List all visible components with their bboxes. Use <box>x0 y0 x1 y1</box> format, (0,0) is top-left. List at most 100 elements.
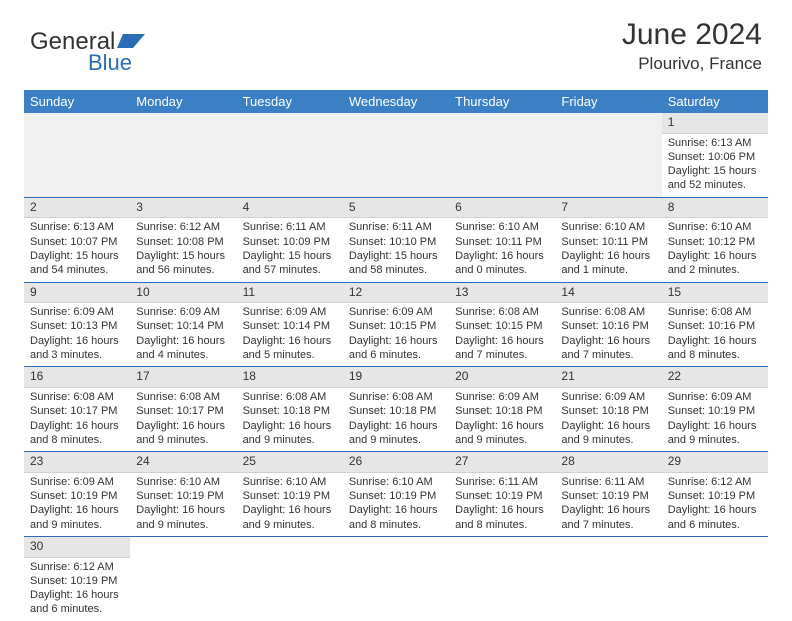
daylight-line: Daylight: 16 hours and 8 minutes. <box>30 419 124 448</box>
day-content: Sunrise: 6:11 AMSunset: 10:19 PMDaylight… <box>555 473 661 536</box>
day-content: Sunrise: 6:10 AMSunset: 10:19 PMDaylight… <box>343 473 449 536</box>
sunset-line: Sunset: 10:13 PM <box>30 319 124 333</box>
sunrise-line: Sunrise: 6:10 AM <box>349 475 443 489</box>
sunset-line: Sunset: 10:19 PM <box>136 489 230 503</box>
daylight-line: Daylight: 15 hours and 52 minutes. <box>668 164 762 193</box>
day-content: Sunrise: 6:09 AMSunset: 10:13 PMDaylight… <box>24 303 130 366</box>
day-content: Sunrise: 6:09 AMSunset: 10:14 PMDaylight… <box>130 303 236 366</box>
sunrise-line: Sunrise: 6:13 AM <box>668 136 762 150</box>
day-number: 12 <box>343 283 449 304</box>
daylight-line: Daylight: 16 hours and 8 minutes. <box>668 334 762 363</box>
daylight-line: Daylight: 15 hours and 56 minutes. <box>136 249 230 278</box>
sunset-line: Sunset: 10:16 PM <box>668 319 762 333</box>
sunrise-line: Sunrise: 6:11 AM <box>349 220 443 234</box>
sunset-line: Sunset: 10:08 PM <box>136 235 230 249</box>
page-header: General Blue June 2024 Plourivo, France <box>0 0 792 84</box>
calendar-head: SundayMondayTuesdayWednesdayThursdayFrid… <box>24 90 768 113</box>
day-number: 16 <box>24 367 130 388</box>
day-content: Sunrise: 6:13 AMSunset: 10:07 PMDaylight… <box>24 218 130 281</box>
weekday-header: Wednesday <box>343 90 449 113</box>
day-number: 14 <box>555 283 661 304</box>
sunset-line: Sunset: 10:18 PM <box>349 404 443 418</box>
sunset-line: Sunset: 10:18 PM <box>243 404 337 418</box>
sunrise-line: Sunrise: 6:08 AM <box>561 305 655 319</box>
calendar-day-cell: 14Sunrise: 6:08 AMSunset: 10:16 PMDaylig… <box>555 282 661 367</box>
day-content: Sunrise: 6:08 AMSunset: 10:17 PMDaylight… <box>130 388 236 451</box>
calendar-day-cell: 3Sunrise: 6:12 AMSunset: 10:08 PMDayligh… <box>130 197 236 282</box>
calendar-table: SundayMondayTuesdayWednesdayThursdayFrid… <box>24 90 768 621</box>
day-number: 26 <box>343 452 449 473</box>
empty-cell <box>237 113 343 197</box>
empty-cell <box>343 113 449 197</box>
sunset-line: Sunset: 10:14 PM <box>243 319 337 333</box>
daylight-line: Daylight: 16 hours and 9 minutes. <box>561 419 655 448</box>
day-content: Sunrise: 6:12 AMSunset: 10:08 PMDaylight… <box>130 218 236 281</box>
day-content: Sunrise: 6:09 AMSunset: 10:14 PMDaylight… <box>237 303 343 366</box>
day-number: 19 <box>343 367 449 388</box>
day-number: 28 <box>555 452 661 473</box>
sunset-line: Sunset: 10:11 PM <box>455 235 549 249</box>
day-number: 6 <box>449 198 555 219</box>
sunset-line: Sunset: 10:19 PM <box>349 489 443 503</box>
sunset-line: Sunset: 10:19 PM <box>30 574 124 588</box>
sunrise-line: Sunrise: 6:09 AM <box>668 390 762 404</box>
sunrise-line: Sunrise: 6:13 AM <box>30 220 124 234</box>
day-number: 17 <box>130 367 236 388</box>
calendar-day-cell: 26Sunrise: 6:10 AMSunset: 10:19 PMDaylig… <box>343 452 449 537</box>
day-number: 24 <box>130 452 236 473</box>
brand-logo: General Blue <box>30 28 147 85</box>
calendar-day-cell: 20Sunrise: 6:09 AMSunset: 10:18 PMDaylig… <box>449 367 555 452</box>
daylight-line: Daylight: 16 hours and 9 minutes. <box>136 503 230 532</box>
daylight-line: Daylight: 16 hours and 7 minutes. <box>455 334 549 363</box>
sunrise-line: Sunrise: 6:11 AM <box>455 475 549 489</box>
weekday-header: Friday <box>555 90 661 113</box>
day-content: Sunrise: 6:10 AMSunset: 10:19 PMDaylight… <box>130 473 236 536</box>
sunrise-line: Sunrise: 6:12 AM <box>668 475 762 489</box>
daylight-line: Daylight: 16 hours and 4 minutes. <box>136 334 230 363</box>
day-content: Sunrise: 6:09 AMSunset: 10:19 PMDaylight… <box>24 473 130 536</box>
empty-cell <box>24 113 130 197</box>
sunset-line: Sunset: 10:19 PM <box>668 404 762 418</box>
calendar-week-row: 30Sunrise: 6:12 AMSunset: 10:19 PMDaylig… <box>24 536 768 620</box>
daylight-line: Daylight: 16 hours and 8 minutes. <box>455 503 549 532</box>
sunrise-line: Sunrise: 6:09 AM <box>455 390 549 404</box>
sunset-line: Sunset: 10:18 PM <box>455 404 549 418</box>
sunset-line: Sunset: 10:09 PM <box>243 235 337 249</box>
calendar-day-cell: 18Sunrise: 6:08 AMSunset: 10:18 PMDaylig… <box>237 367 343 452</box>
day-number: 22 <box>662 367 768 388</box>
daylight-line: Daylight: 16 hours and 9 minutes. <box>243 503 337 532</box>
sunrise-line: Sunrise: 6:11 AM <box>561 475 655 489</box>
daylight-line: Daylight: 16 hours and 9 minutes. <box>349 419 443 448</box>
calendar-day-cell: 23Sunrise: 6:09 AMSunset: 10:19 PMDaylig… <box>24 452 130 537</box>
sunrise-line: Sunrise: 6:08 AM <box>30 390 124 404</box>
sunset-line: Sunset: 10:17 PM <box>136 404 230 418</box>
calendar-day-cell: 28Sunrise: 6:11 AMSunset: 10:19 PMDaylig… <box>555 452 661 537</box>
day-content: Sunrise: 6:09 AMSunset: 10:19 PMDaylight… <box>662 388 768 451</box>
sunset-line: Sunset: 10:18 PM <box>561 404 655 418</box>
day-number: 18 <box>237 367 343 388</box>
sunrise-line: Sunrise: 6:10 AM <box>243 475 337 489</box>
daylight-line: Daylight: 16 hours and 6 minutes. <box>30 588 124 617</box>
weekday-header: Sunday <box>24 90 130 113</box>
calendar-day-cell: 8Sunrise: 6:10 AMSunset: 10:12 PMDayligh… <box>662 197 768 282</box>
sunrise-line: Sunrise: 6:09 AM <box>30 475 124 489</box>
day-number: 11 <box>237 283 343 304</box>
empty-cell <box>555 536 661 620</box>
day-content: Sunrise: 6:12 AMSunset: 10:19 PMDaylight… <box>24 558 130 621</box>
calendar-day-cell: 16Sunrise: 6:08 AMSunset: 10:17 PMDaylig… <box>24 367 130 452</box>
empty-cell <box>449 536 555 620</box>
sunset-line: Sunset: 10:19 PM <box>243 489 337 503</box>
sunrise-line: Sunrise: 6:08 AM <box>136 390 230 404</box>
day-content: Sunrise: 6:09 AMSunset: 10:18 PMDaylight… <box>555 388 661 451</box>
calendar-day-cell: 10Sunrise: 6:09 AMSunset: 10:14 PMDaylig… <box>130 282 236 367</box>
empty-cell <box>449 113 555 197</box>
sunrise-line: Sunrise: 6:09 AM <box>30 305 124 319</box>
calendar-day-cell: 19Sunrise: 6:08 AMSunset: 10:18 PMDaylig… <box>343 367 449 452</box>
day-number: 30 <box>24 537 130 558</box>
calendar-day-cell: 25Sunrise: 6:10 AMSunset: 10:19 PMDaylig… <box>237 452 343 537</box>
sunrise-line: Sunrise: 6:08 AM <box>455 305 549 319</box>
day-content: Sunrise: 6:11 AMSunset: 10:19 PMDaylight… <box>449 473 555 536</box>
day-number: 23 <box>24 452 130 473</box>
empty-cell <box>237 536 343 620</box>
sunrise-line: Sunrise: 6:09 AM <box>243 305 337 319</box>
